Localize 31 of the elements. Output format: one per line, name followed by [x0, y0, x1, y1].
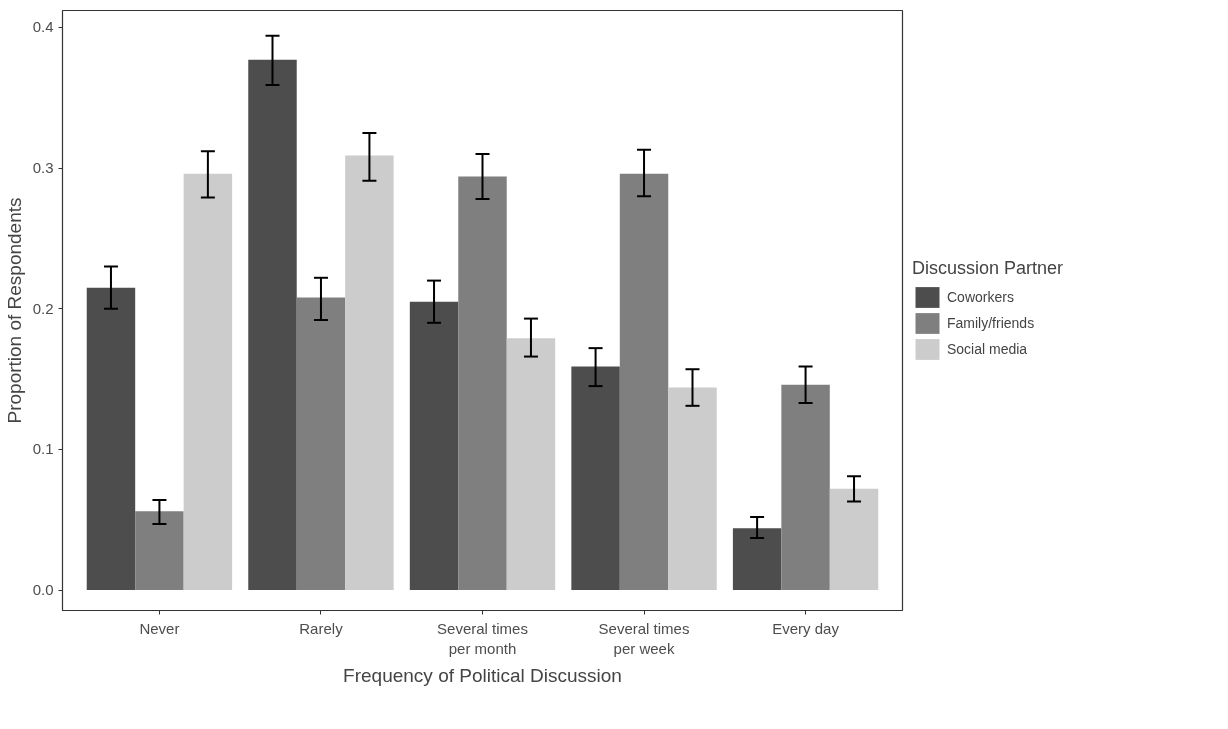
legend-label: Social media: [947, 341, 1028, 357]
bar: [571, 366, 620, 591]
x-tick-label: Several times per week: [598, 619, 690, 657]
bar: [619, 173, 669, 591]
legend-title: Discussion Partner: [912, 258, 1064, 279]
bar: [458, 176, 507, 591]
bar: [248, 59, 297, 591]
legend-label: Family/friends: [947, 315, 1035, 331]
bar: [506, 338, 556, 591]
bar: [296, 297, 346, 591]
x-tick-label: Several times per month: [437, 619, 528, 657]
x-tick-label: Never: [139, 619, 180, 637]
bar: [781, 384, 830, 591]
bar: [135, 511, 184, 591]
y-tick-label: 0.2: [32, 299, 54, 317]
y-axis-title: Proportion of Respondents: [3, 197, 25, 424]
x-tick-label: Rarely: [299, 619, 344, 637]
bar: [345, 155, 394, 591]
bar: [732, 528, 782, 591]
y-tick-label: 0.3: [32, 159, 54, 177]
x-axis-title: Frequency of Political Discussion: [343, 664, 622, 686]
bar: [409, 301, 459, 591]
legend-label: Coworkers: [947, 289, 1014, 305]
y-tick-label: 0.4: [32, 18, 54, 36]
bar: [183, 173, 233, 591]
bar: [86, 287, 136, 591]
x-tick-label: Every day: [772, 619, 840, 637]
y-tick-label: 0.1: [32, 440, 54, 458]
y-tick-label: 0.0: [32, 581, 54, 599]
bar: [668, 387, 717, 591]
bar: [829, 488, 879, 591]
